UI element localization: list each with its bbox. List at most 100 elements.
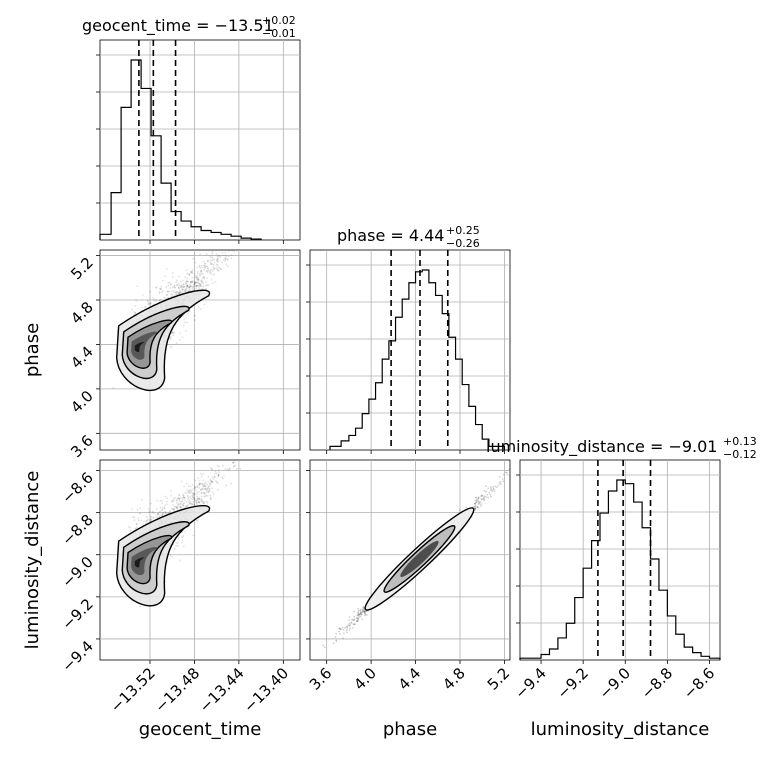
y-tick-label: 4.0: [67, 387, 97, 417]
scatter-point: [363, 610, 366, 612]
scatter-point: [187, 312, 190, 315]
scatter-point: [173, 509, 176, 511]
scatter-point: [208, 485, 211, 487]
x-tick-label: 5.2: [484, 664, 514, 694]
scatter-point: [203, 492, 206, 495]
scatter-point: [356, 617, 358, 620]
scatter-point: [186, 492, 189, 494]
scatter-point: [346, 627, 349, 630]
scatter-point: [175, 542, 178, 544]
scatter-point: [179, 291, 182, 293]
scatter-point: [177, 286, 180, 289]
scatter-point: [192, 257, 195, 260]
scatter-point: [170, 283, 172, 286]
scatter-point: [195, 519, 198, 522]
scatter-point: [178, 494, 181, 497]
hist-step: [519, 479, 721, 660]
scatter-point: [362, 609, 365, 612]
x-axis-label-luminosity-distance: luminosity_distance: [531, 719, 710, 740]
scatter-point: [193, 281, 196, 284]
scatter-point: [141, 306, 144, 309]
scatter-point: [199, 270, 202, 273]
scatter-point: [203, 277, 206, 280]
y-axis-label-phase: phase: [22, 323, 43, 377]
scatter-point: [474, 508, 476, 510]
scatter-point: [158, 515, 161, 517]
scatter-point: [216, 481, 219, 484]
scatter-point: [184, 281, 187, 284]
scatter-point: [196, 497, 199, 500]
scatter-point: [210, 480, 213, 482]
scatter-point: [187, 498, 190, 500]
scatter-point: [199, 489, 202, 491]
scatter-point: [203, 267, 206, 269]
scatter-point: [164, 275, 167, 278]
scatter-point: [216, 268, 219, 271]
scatter-point: [361, 618, 364, 621]
scatter-point: [152, 517, 155, 519]
scatter-point: [359, 608, 362, 611]
scatter-point: [211, 256, 214, 259]
scatter-point: [193, 281, 196, 284]
scatter-point: [198, 482, 201, 485]
scatter-point: [207, 491, 210, 494]
scatter-point: [486, 493, 489, 496]
scatter-point: [187, 500, 190, 503]
x-tick-label: −8.8: [638, 664, 676, 702]
scatter-point: [189, 492, 192, 495]
scatter-point: [358, 613, 360, 616]
scatter-point: [208, 488, 211, 490]
scatter-point: [184, 491, 187, 494]
scatter-point: [205, 500, 208, 503]
scatter-point: [205, 489, 208, 492]
scatter-point: [172, 291, 175, 294]
scatter-point: [129, 529, 132, 532]
scatter-point: [221, 251, 224, 254]
scatter-point: [217, 255, 219, 258]
scatter-point: [204, 263, 206, 265]
scatter-point: [476, 501, 478, 504]
scatter-point: [217, 468, 220, 471]
scatter-point: [217, 474, 220, 477]
scatter-point: [195, 278, 198, 280]
scatter-point: [476, 506, 479, 508]
scatter-point: [212, 478, 215, 480]
scatter-point: [206, 283, 209, 286]
scatter-point: [174, 496, 177, 499]
scatter-point: [165, 268, 168, 271]
scatter-point: [181, 539, 184, 542]
scatter-point: [160, 288, 163, 290]
scatter-point: [196, 499, 199, 502]
scatter-point: [178, 292, 181, 295]
scatter-point: [200, 492, 203, 494]
scatter-point: [480, 503, 482, 506]
scatter-point: [338, 627, 341, 630]
scatter-point: [191, 484, 194, 486]
scatter-point: [171, 276, 174, 279]
scatter-point: [197, 284, 200, 287]
scatter-point: [203, 269, 206, 271]
scatter-point: [149, 510, 151, 513]
scatter-point: [480, 498, 483, 501]
scatter-point: [134, 312, 137, 314]
scatter-point: [204, 496, 207, 498]
scatter-point: [156, 499, 158, 502]
scatter-point: [149, 302, 152, 305]
scatter-point: [196, 266, 199, 268]
scatter-point: [227, 259, 229, 262]
scatter-point: [185, 287, 188, 290]
scatter-point: [198, 501, 201, 504]
scatter-point: [209, 272, 212, 275]
scatter-point: [360, 611, 362, 614]
scatter-point: [208, 490, 211, 492]
scatter-point: [185, 289, 187, 291]
scatter-point: [490, 495, 492, 498]
scatter-point: [348, 619, 350, 621]
scatter-point: [135, 523, 138, 525]
scatter-point: [192, 492, 195, 494]
scatter-point: [112, 387, 115, 389]
scatter-point: [481, 494, 483, 497]
scatter-point: [191, 503, 194, 506]
scatter-point: [189, 283, 191, 286]
scatter-point: [172, 499, 175, 502]
